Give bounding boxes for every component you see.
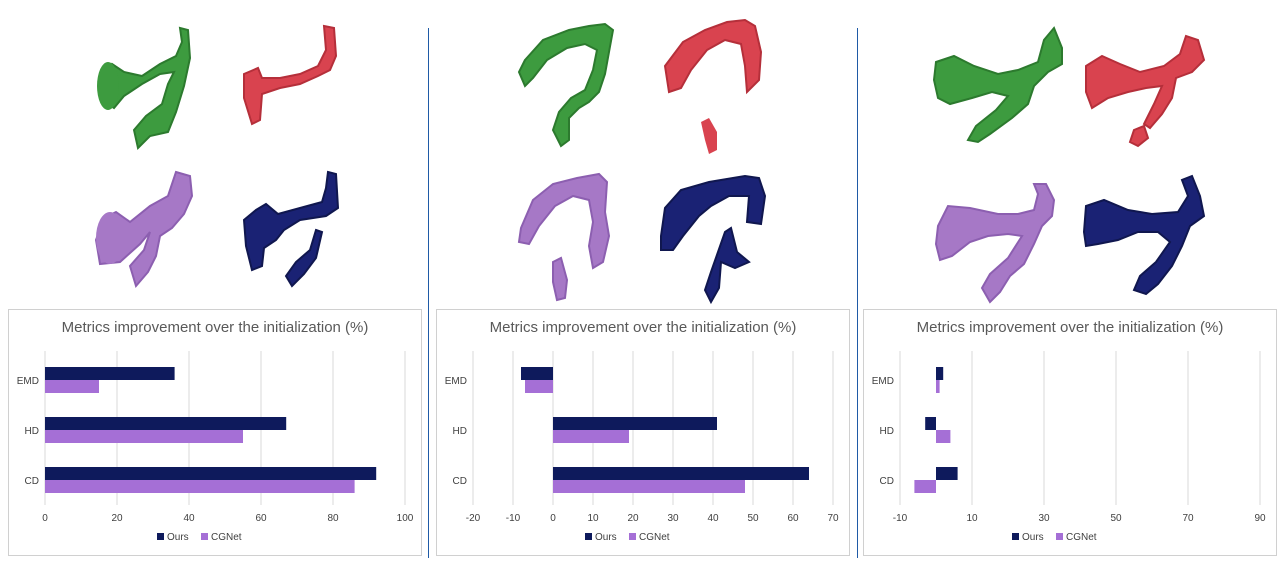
legend-swatch (1056, 533, 1063, 540)
legend-swatch (201, 533, 208, 540)
chart-panel: Metrics improvement over the initializat… (436, 309, 850, 556)
bar-ours-emd (936, 367, 944, 380)
bar-cgnet-emd (936, 380, 940, 393)
y-category-label: EMD (872, 376, 894, 387)
y-category-label: CD (880, 476, 894, 487)
x-tick-label: 60 (255, 513, 267, 524)
bar-ours-emd (521, 367, 553, 380)
x-tick-label: -20 (466, 513, 481, 524)
navy-vessel-render (242, 170, 340, 288)
x-tick-label: 90 (1254, 513, 1266, 524)
chart-panel: Metrics improvement over the initializat… (863, 309, 1277, 556)
x-tick-label: 0 (42, 513, 48, 524)
chart-title: Metrics improvement over the initializat… (62, 319, 369, 336)
legend-label: CGNet (211, 532, 242, 543)
bar-chart: Metrics improvement over the initializat… (445, 319, 839, 543)
green-vessel-render (97, 62, 119, 110)
x-tick-label: 70 (827, 513, 839, 524)
bar-cgnet-cd (553, 480, 745, 493)
x-tick-label: 10 (587, 513, 599, 524)
purple-vessel-render (517, 172, 611, 302)
bar-cgnet-hd (936, 430, 951, 443)
navy-vessel-render (1082, 174, 1206, 296)
legend-label: Ours (167, 532, 189, 543)
bar-ours-cd (45, 467, 377, 480)
bar-ours-hd (925, 417, 936, 430)
y-category-label: EMD (445, 376, 467, 387)
legend-swatch (585, 533, 592, 540)
bar-ours-hd (45, 417, 287, 430)
bar-cgnet-emd (525, 380, 553, 393)
bar-cgnet-emd (45, 380, 99, 393)
legend-label: CGNet (639, 532, 670, 543)
purple-vessel-render (96, 212, 124, 264)
x-tick-label: 20 (111, 513, 123, 524)
bar-ours-cd (553, 467, 809, 480)
bar-cgnet-cd (45, 480, 355, 493)
green-vessel-render (932, 26, 1063, 144)
legend-label: CGNet (1066, 532, 1097, 543)
y-category-label: EMD (17, 376, 39, 387)
legend-swatch (629, 533, 636, 540)
bar-cgnet-hd (553, 430, 629, 443)
bar-ours-emd (45, 367, 175, 380)
legend-swatch (1012, 533, 1019, 540)
purple-vessel-render (94, 170, 194, 289)
red-vessel-render (701, 118, 717, 154)
x-tick-label: -10 (506, 513, 521, 524)
x-tick-label: 30 (667, 513, 679, 524)
x-tick-label: -10 (893, 513, 908, 524)
x-tick-label: 10 (966, 513, 978, 524)
panel-divider (857, 28, 858, 558)
chart-panel: Metrics improvement over the initializat… (8, 309, 422, 556)
bar-chart: Metrics improvement over the initializat… (872, 319, 1266, 543)
x-tick-label: 100 (397, 513, 414, 524)
shape-panel (0, 0, 428, 305)
purple-vessel-render (934, 183, 1056, 304)
green-vessel-render (98, 26, 192, 150)
y-category-label: CD (25, 476, 39, 487)
y-category-label: HD (25, 426, 39, 437)
navy-vessel-render (660, 174, 767, 305)
bar-ours-hd (553, 417, 717, 430)
x-tick-label: 40 (183, 513, 195, 524)
panel-divider (428, 28, 429, 558)
chart-title: Metrics improvement over the initializat… (917, 319, 1224, 336)
legend-label: Ours (595, 532, 617, 543)
shape-panel (858, 0, 1282, 305)
x-tick-label: 50 (1110, 513, 1122, 524)
x-tick-label: 40 (707, 513, 719, 524)
red-vessel-render (663, 18, 763, 95)
legend-label: Ours (1022, 532, 1044, 543)
x-tick-label: 60 (787, 513, 799, 524)
chart-title: Metrics improvement over the initializat… (490, 319, 797, 336)
y-category-label: CD (453, 476, 467, 487)
x-tick-label: 0 (550, 513, 556, 524)
bar-chart: Metrics improvement over the initializat… (17, 319, 414, 543)
red-vessel-render (1085, 34, 1206, 148)
x-tick-label: 80 (327, 513, 339, 524)
legend-swatch (157, 533, 164, 540)
green-vessel-render (517, 22, 615, 148)
bar-ours-cd (936, 467, 958, 480)
red-vessel-render (243, 24, 338, 126)
x-tick-label: 30 (1038, 513, 1050, 524)
x-tick-label: 20 (627, 513, 639, 524)
y-category-label: HD (880, 426, 894, 437)
shape-panel (429, 0, 857, 305)
y-category-label: HD (453, 426, 467, 437)
x-tick-label: 50 (747, 513, 759, 524)
bar-cgnet-cd (914, 480, 936, 493)
bar-cgnet-hd (45, 430, 243, 443)
x-tick-label: 70 (1182, 513, 1194, 524)
